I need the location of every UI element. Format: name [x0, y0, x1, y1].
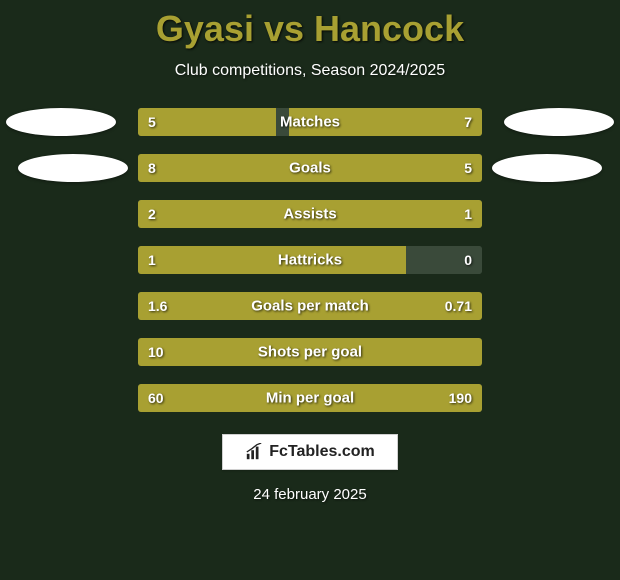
- chart-icon: [245, 443, 263, 461]
- page-title: Gyasi vs Hancock: [156, 8, 464, 50]
- stat-row: 1 Hattricks 0: [138, 246, 482, 274]
- stat-value-right: 1: [464, 206, 472, 222]
- stat-value-right: 190: [449, 390, 472, 406]
- stat-label: Goals: [289, 160, 331, 177]
- comparison-card: Gyasi vs Hancock Club competitions, Seas…: [0, 0, 620, 580]
- stat-row: 1.6 Goals per match 0.71: [138, 292, 482, 320]
- stat-row: 8 Goals 5: [138, 154, 482, 182]
- stat-label: Hattricks: [278, 252, 342, 269]
- stat-value-left: 60: [148, 390, 164, 406]
- brand-label: FcTables.com: [269, 443, 375, 461]
- player-badge-left-1: [6, 108, 116, 136]
- stat-label: Assists: [283, 206, 336, 223]
- stat-value-left: 1: [148, 252, 156, 268]
- brand-box[interactable]: FcTables.com: [222, 434, 398, 470]
- stat-label: Shots per goal: [258, 344, 362, 361]
- player-badge-right-1: [504, 108, 614, 136]
- stat-row: 2 Assists 1: [138, 200, 482, 228]
- stat-row: 10 Shots per goal: [138, 338, 482, 366]
- player-badge-left-2: [18, 154, 128, 182]
- date-label: 24 february 2025: [253, 486, 366, 503]
- stat-value-left: 2: [148, 206, 156, 222]
- stat-label: Goals per match: [251, 298, 369, 315]
- stat-value-left: 8: [148, 160, 156, 176]
- bar-left: [138, 108, 276, 136]
- stat-value-right: 0: [464, 252, 472, 268]
- stat-value-left: 10: [148, 344, 164, 360]
- stat-row: 60 Min per goal 190: [138, 384, 482, 412]
- stat-label: Min per goal: [266, 390, 354, 407]
- stat-value-right: 5: [464, 160, 472, 176]
- stats-area: 5 Matches 7 8 Goals 5 2 Assists 1 1 Hatt…: [0, 108, 620, 412]
- stat-value-right: 7: [464, 114, 472, 130]
- stat-value-left: 1.6: [148, 298, 167, 314]
- bar-left: [138, 246, 406, 274]
- stat-label: Matches: [280, 114, 340, 131]
- stat-value-left: 5: [148, 114, 156, 130]
- stat-row: 5 Matches 7: [138, 108, 482, 136]
- player-badge-right-2: [492, 154, 602, 182]
- season-subtitle: Club competitions, Season 2024/2025: [175, 62, 445, 80]
- stat-value-right: 0.71: [445, 298, 472, 314]
- bar-right: [351, 154, 482, 182]
